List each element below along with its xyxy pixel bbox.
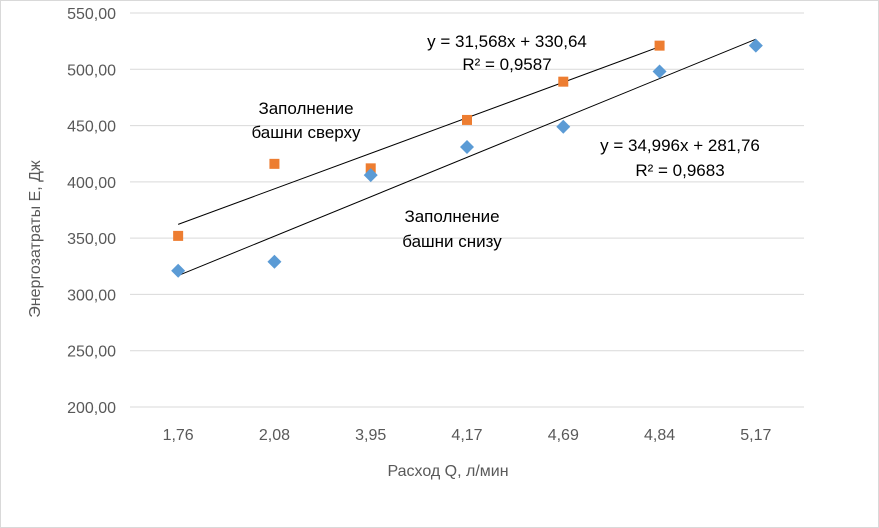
x-axis-title: Расход Q, л/мин <box>387 463 508 480</box>
y-tick-label: 550,00 <box>67 6 116 23</box>
y-tick-label: 450,00 <box>67 119 116 136</box>
y-tick-labels: 200,00 250,00 300,00 350,00 400,00 450,00 500,… <box>67 6 116 417</box>
x-tick-label: 4,69 <box>548 427 579 444</box>
top-series-equation: y = 31,568x + 330,64 <box>427 32 587 51</box>
data-point-square <box>173 230 184 241</box>
data-point-diamond <box>267 254 282 269</box>
trendline-bottom <box>177 38 757 277</box>
bottom-series-label-line2: башни снизу <box>402 232 502 251</box>
data-point-diamond <box>171 263 186 278</box>
trendline-top <box>177 46 660 225</box>
data-point-diamond <box>652 64 667 79</box>
data-point-square <box>269 158 280 169</box>
gridlines <box>130 12 804 408</box>
x-tick-label: 4,84 <box>644 427 675 444</box>
data-point-square <box>654 40 665 51</box>
y-tick-label: 400,00 <box>67 175 116 192</box>
y-tick-label: 250,00 <box>67 344 116 361</box>
x-tick-label: 5,17 <box>740 427 771 444</box>
top-series-r2: R² = 0,9587 <box>462 55 551 74</box>
data-point-diamond <box>363 168 378 183</box>
trendlines <box>177 38 757 277</box>
top-series-label-line1: Заполнение <box>258 99 353 118</box>
y-axis-title: Энергозатраты Е, Дж <box>27 160 44 318</box>
x-tick-label: 2,08 <box>259 427 290 444</box>
y-tick-label: 500,00 <box>67 62 116 79</box>
y-tick-label: 350,00 <box>67 231 116 248</box>
data-point-diamond <box>748 38 763 53</box>
bottom-series-label-line1: Заполнение <box>404 207 499 226</box>
x-tick-label: 3,95 <box>355 427 386 444</box>
y-tick-label: 200,00 <box>67 400 116 417</box>
y-tick-label: 300,00 <box>67 287 116 304</box>
bottom-series-r2: R² = 0,9683 <box>635 161 724 180</box>
data-point-square <box>462 114 472 125</box>
x-tick-label: 1,76 <box>163 427 194 444</box>
x-tick-label: 4,17 <box>451 427 482 444</box>
data-point-diamond <box>556 119 571 134</box>
data-points <box>171 38 763 278</box>
top-series-label-line2: башни сверху <box>251 123 361 142</box>
x-tick-labels: 1,76 2,08 3,95 4,17 4,69 4,84 5,17 <box>163 427 772 444</box>
data-point-square <box>558 76 569 87</box>
bottom-series-equation: y = 34,996x + 281,76 <box>600 136 760 155</box>
data-point-diamond <box>460 139 474 154</box>
